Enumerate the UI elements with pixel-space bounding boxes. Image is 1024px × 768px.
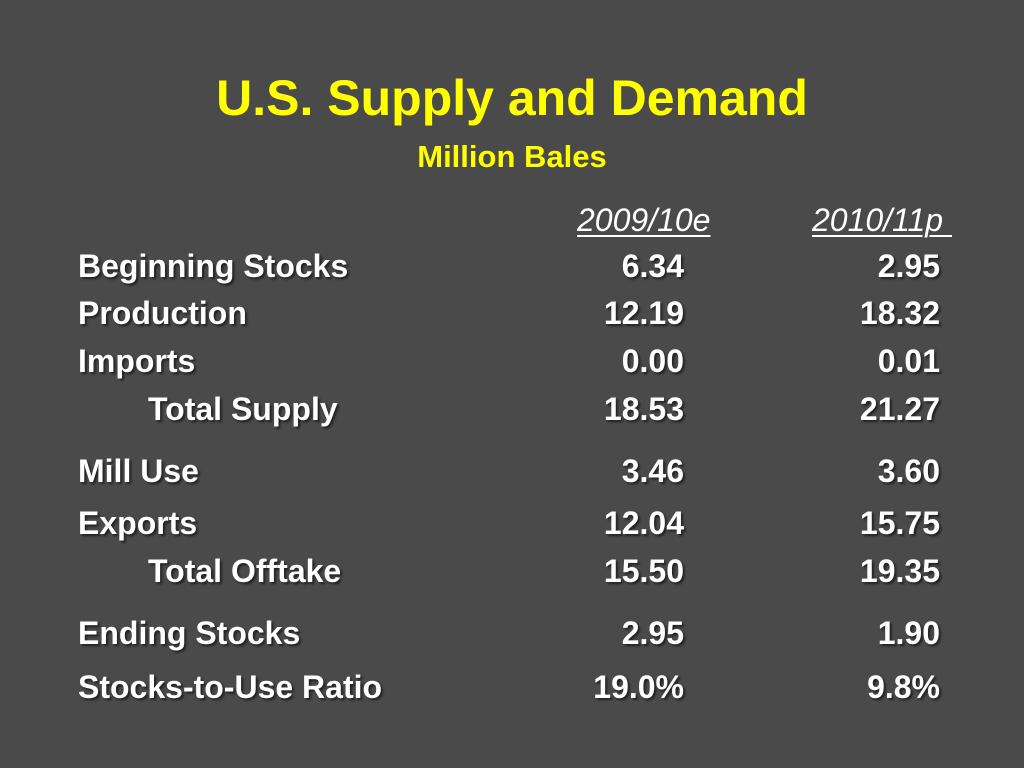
row-label: Total Supply — [148, 391, 338, 427]
row-label: Stocks-to-Use Ratio — [78, 669, 383, 705]
table-row-beginning-stocks: Beginning Stocks 6.34 2.95 — [0, 244, 1024, 288]
slide-subtitle: Million Bales — [417, 139, 607, 174]
value-2010-11: 9.8% — [867, 669, 940, 705]
value-2010-11: 3.60 — [877, 453, 940, 489]
table-row-total-supply: Total Supply 18.53 21.27 — [0, 387, 1024, 431]
value-2010-11: 0.01 — [877, 343, 940, 379]
value-2010-11: 15.75 — [859, 505, 940, 541]
table-row-exports: Exports 12.04 15.75 — [0, 501, 1024, 545]
table-row-imports: Imports 0.00 0.01 — [0, 339, 1024, 383]
value-2009-10: 0.00 — [621, 343, 684, 379]
value-2010-11: 19.35 — [859, 553, 940, 589]
column-header-2009-10: 2009/10e — [577, 202, 711, 238]
row-label: Exports — [78, 505, 198, 541]
row-label: Beginning Stocks — [78, 248, 349, 284]
column-header-2010-11: 2010/11p — [812, 202, 952, 238]
value-2009-10: 12.04 — [603, 505, 684, 541]
row-label: Mill Use — [78, 453, 199, 489]
row-label: Production — [78, 295, 247, 331]
table-row-production: Production 12.19 18.32 — [0, 291, 1024, 335]
value-2009-10: 6.34 — [621, 248, 684, 284]
table-row-stocks-to-use-ratio: Stocks-to-Use Ratio 19.0% 9.8% — [0, 665, 1024, 709]
value-2010-11: 1.90 — [877, 615, 940, 651]
value-2010-11: 2.95 — [877, 248, 940, 284]
value-2009-10: 3.46 — [621, 453, 684, 489]
table-row-mill-use: Mill Use 3.46 3.60 — [0, 449, 1024, 493]
table-row-ending-stocks: Ending Stocks 2.95 1.90 — [0, 611, 1024, 655]
row-label: Total Offtake — [148, 553, 342, 589]
row-label: Ending Stocks — [78, 615, 301, 651]
value-2009-10: 18.53 — [603, 391, 684, 427]
row-label: Imports — [78, 343, 196, 379]
value-2009-10: 15.50 — [603, 553, 684, 589]
value-2010-11: 21.27 — [859, 391, 940, 427]
value-2009-10: 2.95 — [621, 615, 684, 651]
value-2009-10: 19.0% — [593, 669, 684, 705]
value-2010-11: 18.32 — [859, 295, 940, 331]
value-2009-10: 12.19 — [603, 295, 684, 331]
slide-title: U.S. Supply and Demand — [216, 70, 808, 126]
table-row-total-offtake: Total Offtake 15.50 19.35 — [0, 549, 1024, 593]
